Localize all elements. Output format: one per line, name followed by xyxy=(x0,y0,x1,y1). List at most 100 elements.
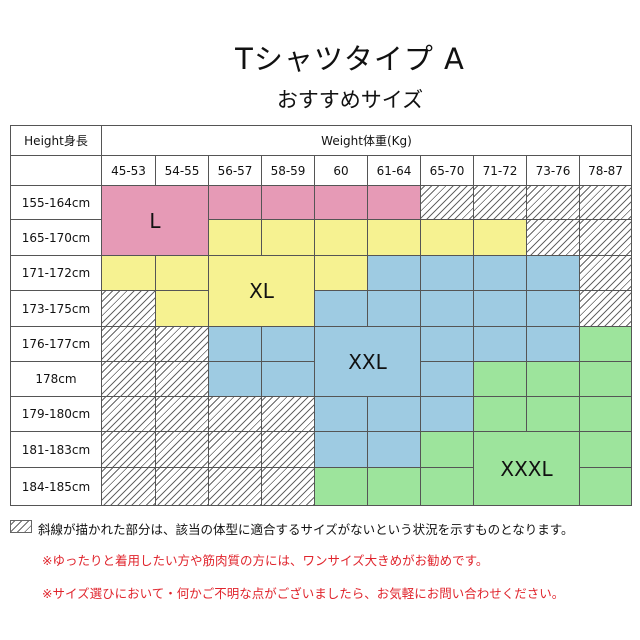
size-cell-xxl xyxy=(367,396,421,432)
weight-column-header: 54-55 xyxy=(155,155,209,186)
no-size-cell xyxy=(579,255,632,291)
size-cell-xxl xyxy=(420,396,474,432)
no-size-cell xyxy=(526,185,580,220)
height-row-header: 179-180cm xyxy=(10,396,102,432)
height-row-header: 181-183cm xyxy=(10,431,102,468)
no-size-cell xyxy=(101,326,156,362)
height-row-header: 178cm xyxy=(10,361,102,397)
hatch-legend-swatch xyxy=(10,520,32,533)
size-cell-xxxl xyxy=(473,361,527,397)
size-cell-xxl xyxy=(473,290,527,327)
size-cell-xxl xyxy=(420,361,474,397)
size-cell-xxl xyxy=(473,326,527,362)
no-size-cell xyxy=(420,185,474,220)
size-cell-l xyxy=(208,185,262,220)
page-title: Tシャツタイプ A xyxy=(235,42,465,76)
weight-column-header: 45-53 xyxy=(101,155,156,186)
no-size-cell xyxy=(208,467,262,506)
size-cell-xxl xyxy=(314,396,368,432)
size-cell-xxl xyxy=(420,290,474,327)
size-cell-xxl xyxy=(367,431,421,468)
size-cell-xxxl xyxy=(314,467,368,506)
size-cell-xxxl xyxy=(473,396,527,432)
size-cell-xxxl xyxy=(579,361,632,397)
size-cell-xxl xyxy=(526,255,580,291)
size-cell-l xyxy=(261,185,315,220)
no-size-cell xyxy=(155,326,209,362)
size-cell-xxxl xyxy=(420,431,474,468)
size-cell-xl xyxy=(101,255,156,291)
size-cell-xxl xyxy=(420,326,474,362)
size-cell-xxl xyxy=(208,326,262,362)
size-cell-xl xyxy=(473,219,527,256)
no-size-cell xyxy=(101,361,156,397)
size-cell-xl xyxy=(155,290,209,327)
size-cell-xxl xyxy=(261,361,315,397)
no-size-cell xyxy=(526,219,580,256)
size-cell-xl xyxy=(155,255,209,291)
weight-column-header: 78-87 xyxy=(579,155,632,186)
weight-column-header: 65-70 xyxy=(420,155,474,186)
no-size-cell xyxy=(579,185,632,220)
no-size-cell xyxy=(101,396,156,432)
weight-column-header: 61-64 xyxy=(367,155,421,186)
size-cell-l xyxy=(314,185,368,220)
size-label-xxl: XXL xyxy=(314,326,421,397)
size-label-l: L xyxy=(101,185,209,256)
no-size-cell xyxy=(261,396,315,432)
height-row-header: 165-170cm xyxy=(10,219,102,256)
size-cell-l xyxy=(367,185,421,220)
size-cell-xxxl xyxy=(579,467,632,506)
height-row-header: 171-172cm xyxy=(10,255,102,291)
height-row-header: 173-175cm xyxy=(10,290,102,327)
size-cell-xl xyxy=(314,219,368,256)
size-cell-xxl xyxy=(526,326,580,362)
size-cell-xxl xyxy=(526,290,580,327)
size-cell-xxl xyxy=(473,255,527,291)
size-cell-xxl xyxy=(420,255,474,291)
no-size-cell xyxy=(101,431,156,468)
size-cell-xl xyxy=(208,219,262,256)
size-cell-xxxl xyxy=(579,326,632,362)
size-cell-xxl xyxy=(261,326,315,362)
hatch-legend-text: 斜線が描かれた部分は、該当の体型に適合するサイズがないという状況を示すものとなり… xyxy=(38,522,574,537)
weight-column-header: 73-76 xyxy=(526,155,580,186)
size-label-xxxl: XXXL xyxy=(473,431,580,506)
height-row-header: 184-185cm xyxy=(10,467,102,506)
size-cell-xxl xyxy=(314,290,368,327)
no-size-cell xyxy=(473,185,527,220)
empty-corner-cell xyxy=(10,155,102,186)
size-cell-xxxl xyxy=(579,431,632,468)
size-cell-xl xyxy=(367,219,421,256)
size-label-xl: XL xyxy=(208,255,315,327)
size-cell-xxl xyxy=(367,290,421,327)
no-size-cell xyxy=(101,467,156,506)
no-size-cell xyxy=(208,431,262,468)
weight-column-header: 58-59 xyxy=(261,155,315,186)
height-row-header: 176-177cm xyxy=(10,326,102,362)
no-size-cell xyxy=(261,431,315,468)
size-cell-xxxl xyxy=(579,396,632,432)
weight-column-header: 71-72 xyxy=(473,155,527,186)
page-subtitle: おすすめサイズ xyxy=(276,88,424,112)
size-cell-xxxl xyxy=(367,467,421,506)
height-header: Height身長 xyxy=(10,125,102,156)
size-cell-xxxl xyxy=(526,396,580,432)
size-cell-xxxl xyxy=(526,361,580,397)
size-cell-xxxl xyxy=(420,467,474,506)
no-size-cell xyxy=(579,290,632,327)
size-cell-xl xyxy=(420,219,474,256)
size-cell-xl xyxy=(314,255,368,291)
no-size-cell xyxy=(155,467,209,506)
no-size-cell xyxy=(101,290,156,327)
no-size-cell xyxy=(155,361,209,397)
no-size-cell xyxy=(579,219,632,256)
no-size-cell xyxy=(208,396,262,432)
note-loose-fit: ※ゆったりと着用したい方や筋肉質の方には、ワンサイズ大きめがお勧めです。 xyxy=(42,553,489,568)
no-size-cell xyxy=(155,396,209,432)
no-size-cell xyxy=(261,467,315,506)
no-size-cell xyxy=(155,431,209,468)
size-cell-xxl xyxy=(208,361,262,397)
weight-column-header: 56-57 xyxy=(208,155,262,186)
